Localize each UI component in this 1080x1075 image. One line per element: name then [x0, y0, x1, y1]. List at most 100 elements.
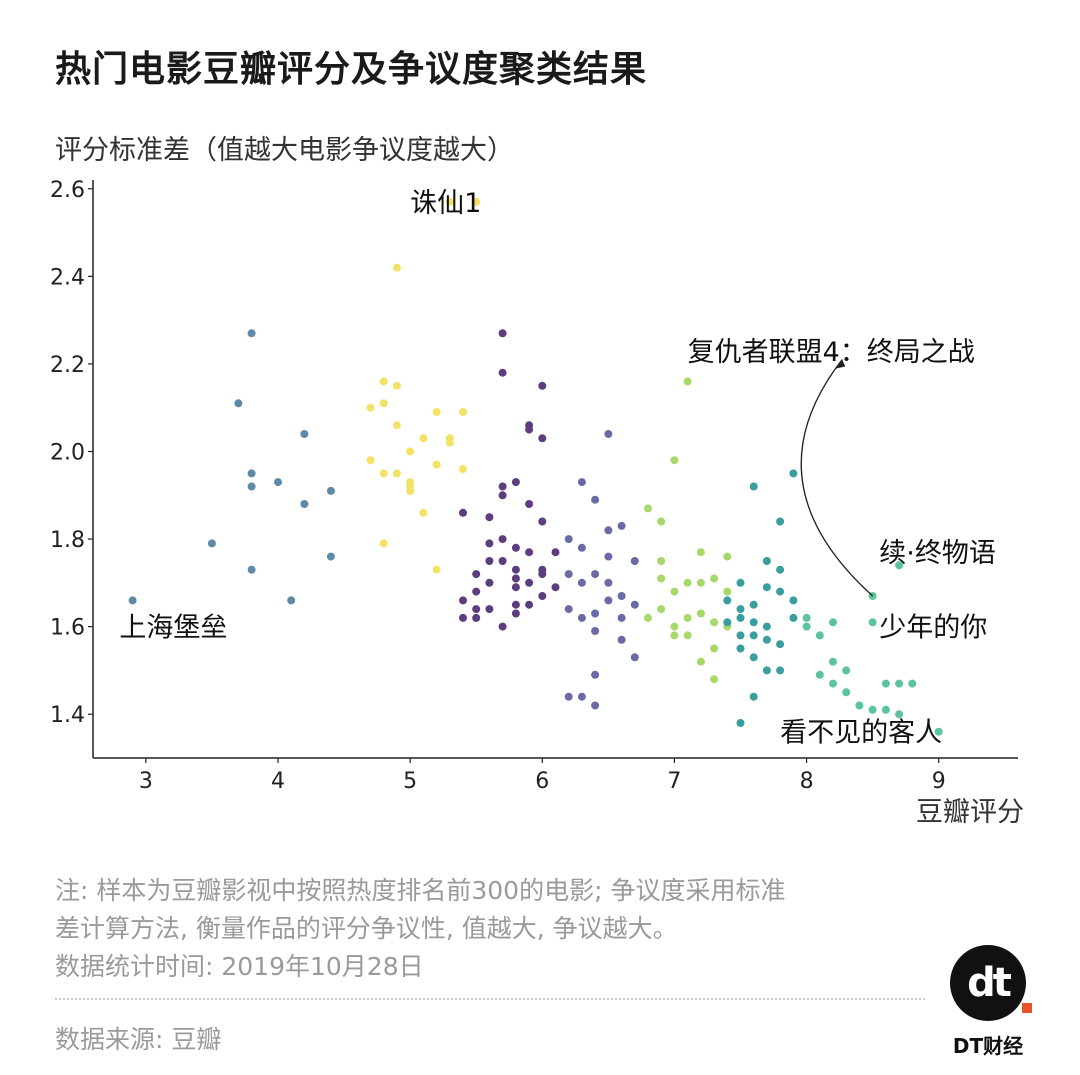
data-point	[776, 587, 785, 596]
data-point	[525, 600, 534, 609]
data-point	[710, 574, 719, 583]
data-point	[459, 508, 467, 517]
data-point	[776, 666, 785, 675]
data-point	[683, 578, 692, 587]
data-point	[234, 399, 243, 408]
data-point	[525, 500, 534, 508]
data-point	[683, 631, 692, 640]
data-point	[644, 613, 652, 622]
data-point	[657, 517, 666, 526]
data-point	[762, 583, 771, 592]
data-point	[577, 543, 586, 552]
data-point	[300, 500, 309, 508]
data-point	[379, 469, 388, 478]
data-point	[683, 377, 692, 386]
data-point	[657, 605, 666, 614]
data-point	[829, 657, 837, 666]
data-point	[934, 727, 943, 736]
data-point	[445, 197, 454, 206]
data-point	[696, 657, 705, 666]
data-point	[247, 469, 256, 478]
data-point	[762, 622, 771, 631]
data-point	[511, 565, 520, 574]
data-point	[736, 605, 745, 614]
data-point	[868, 618, 877, 627]
data-point	[895, 679, 904, 688]
data-point	[749, 618, 758, 627]
data-point	[538, 517, 547, 526]
data-point	[644, 504, 652, 513]
data-point	[670, 456, 679, 465]
data-point	[485, 605, 494, 614]
data-point	[577, 692, 586, 701]
data-point	[472, 570, 481, 579]
data-point	[617, 592, 626, 600]
data-point	[459, 408, 467, 417]
data-point	[577, 613, 586, 622]
data-point	[247, 482, 256, 491]
data-point	[459, 465, 467, 473]
data-point	[630, 653, 639, 662]
data-point	[895, 710, 904, 719]
logo-mark: dt	[967, 960, 1012, 1006]
data-point	[472, 197, 481, 206]
annotation-label: 看不见的客人	[780, 718, 942, 749]
data-point	[591, 495, 600, 504]
data-point	[498, 557, 507, 565]
annotation-label: 上海堡垒	[119, 613, 227, 644]
data-point	[736, 613, 745, 622]
data-point	[604, 596, 613, 605]
data-point	[419, 434, 428, 443]
data-point	[762, 557, 771, 565]
data-point	[670, 587, 679, 596]
data-point	[379, 399, 388, 408]
data-point	[459, 596, 467, 605]
data-point	[617, 521, 626, 530]
data-point	[538, 570, 547, 579]
data-point	[670, 631, 679, 640]
data-point	[591, 701, 600, 710]
data-point	[815, 670, 824, 679]
divider	[55, 998, 925, 1000]
data-point	[287, 596, 296, 605]
data-point	[696, 578, 705, 587]
data-point	[762, 666, 771, 675]
x-tick-label: 4	[271, 769, 285, 794]
data-point	[630, 600, 639, 609]
axes: 1.4 1.6 1.8 2.0 2.2 2.4 2.6 3 4 5 6 7 8 9 豆瓣评分	[50, 178, 1024, 828]
scatter-chart: 1.4 1.6 1.8 2.0 2.2 2.4 2.6 3 4 5 6 7 8 9 豆瓣评分 诛仙1 上海堡垒…	[50, 178, 1024, 828]
data-point	[511, 574, 520, 583]
data-point	[762, 635, 771, 644]
data-point	[551, 583, 560, 592]
note-line: 差计算方法, 衡量作品的评分争议性, 值越大, 争议越大。	[55, 914, 678, 943]
data-point	[604, 552, 613, 561]
data-point	[511, 583, 520, 592]
data-point	[696, 548, 705, 557]
data-point	[723, 596, 732, 605]
y-tick-label: 1.8	[50, 528, 85, 553]
data-point	[406, 447, 415, 456]
data-point	[881, 705, 890, 714]
data-point	[591, 670, 600, 679]
data-point	[128, 596, 137, 605]
data-point	[895, 561, 904, 570]
data-point	[525, 548, 534, 557]
data-point	[776, 640, 785, 649]
data-point	[274, 478, 282, 487]
data-point	[564, 535, 573, 544]
dt-logo-icon: dt	[950, 945, 1032, 1021]
y-tick-label: 2.2	[50, 353, 85, 378]
data-point	[829, 679, 837, 688]
data-point	[498, 491, 507, 500]
data-point	[789, 469, 798, 478]
data-point	[379, 539, 388, 548]
data-point	[842, 688, 851, 697]
data-point	[445, 434, 454, 443]
arrow-head	[836, 359, 846, 369]
x-tick-label: 3	[139, 769, 153, 794]
data-point	[392, 263, 401, 272]
data-point	[670, 622, 679, 631]
data-point	[511, 609, 520, 618]
data-point	[247, 329, 256, 338]
